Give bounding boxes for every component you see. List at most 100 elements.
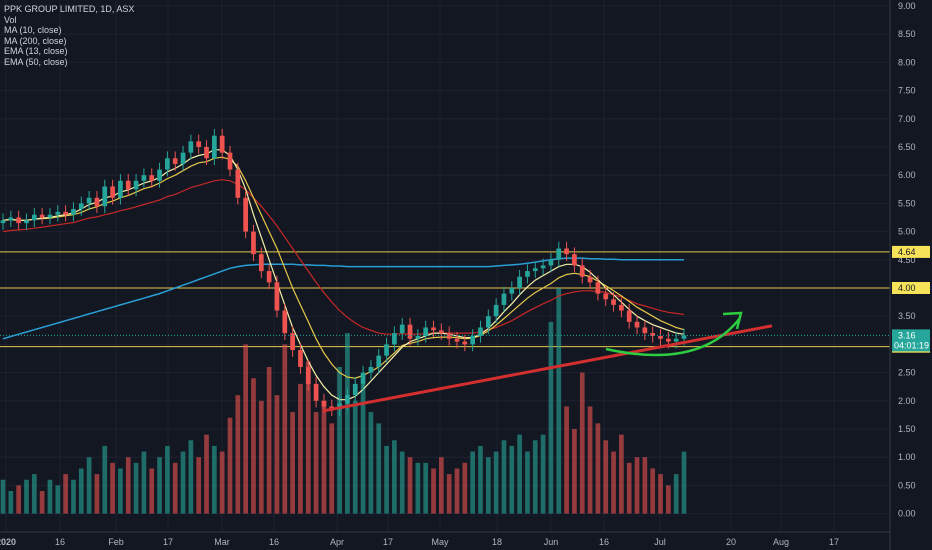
candle-body <box>446 333 452 339</box>
candle-body <box>282 310 288 334</box>
volume-bar <box>149 468 155 514</box>
candle-body <box>321 400 327 407</box>
support-trendline[interactable] <box>322 324 773 413</box>
volume-bar <box>86 457 92 514</box>
volume-bar <box>478 445 483 514</box>
y-tick-label: 4.50 <box>898 255 916 265</box>
horizontal-levels[interactable] <box>0 251 890 348</box>
y-tick-label: 0.50 <box>898 480 916 490</box>
volume-bar <box>0 479 6 514</box>
time-axis[interactable]: 2020 16 Feb 17 Mar 16 Apr 17 May 18 Jun 16 Jul 20 Aug 1… <box>0 537 839 547</box>
candle-body <box>86 197 92 204</box>
volume-bar <box>485 457 491 514</box>
volume-bar <box>509 445 515 514</box>
candle-body <box>572 254 577 266</box>
volume-bar <box>8 491 14 514</box>
volume-bar <box>63 474 68 514</box>
x-tick-label: 16 <box>55 537 65 547</box>
volume-bar <box>650 468 656 514</box>
volume-bar <box>658 474 663 514</box>
candle-body <box>165 158 170 170</box>
candle-body <box>540 265 546 269</box>
candle-body <box>258 254 264 272</box>
candle-body <box>196 141 202 147</box>
arrow-head-icon <box>722 311 743 330</box>
x-tick-label: Aug <box>773 537 789 547</box>
volume-bar <box>47 479 53 514</box>
volume-bar <box>141 451 147 514</box>
x-tick-label: Jun <box>544 537 559 547</box>
price-axis[interactable]: 9.00 8.50 8.00 7.50 7.00 6.50 6.00 5.50 5.00 4.50… <box>898 1 916 519</box>
volume-bar <box>384 445 389 514</box>
candle-body <box>525 271 530 277</box>
candle-body <box>141 175 147 181</box>
candle-body <box>266 271 272 283</box>
candle-body <box>595 282 601 294</box>
volume-bar <box>251 378 256 514</box>
candle-body <box>532 268 538 272</box>
candle-body <box>102 186 108 207</box>
candle-body <box>619 304 624 311</box>
candle-body <box>454 338 460 342</box>
candle-body <box>626 310 632 322</box>
volume-bar <box>438 457 444 514</box>
candle-body <box>47 214 53 218</box>
volume-bar <box>290 412 295 514</box>
candle-body <box>235 169 241 198</box>
candle-body <box>78 203 84 210</box>
volume-bar <box>204 434 209 514</box>
volume-bar <box>431 468 436 514</box>
volume-bar <box>321 400 327 514</box>
candle-body <box>227 152 233 170</box>
volume-bar <box>407 457 413 514</box>
ma200-line <box>2 257 684 340</box>
volume-bar <box>392 440 397 514</box>
y-tick-label: 8.00 <box>898 57 916 67</box>
candle-body <box>94 197 100 207</box>
candle-body <box>0 220 6 224</box>
candle-body <box>31 214 37 221</box>
candle-body <box>431 327 436 331</box>
candle-body <box>423 327 429 336</box>
level-price-tag-text: 4.00 <box>898 283 916 293</box>
candle-body <box>360 372 366 384</box>
x-tick-label: 17 <box>383 537 393 547</box>
volume-bar <box>211 445 217 514</box>
drawings[interactable] <box>322 311 773 413</box>
candle-body <box>180 152 186 164</box>
candle-body <box>345 395 350 404</box>
volume-bar <box>540 434 546 514</box>
ema13-line <box>2 156 685 379</box>
x-tick-label: 2020 <box>0 537 16 547</box>
volume-bar <box>345 333 350 514</box>
candle-body <box>368 366 374 373</box>
candle-body <box>658 335 663 339</box>
y-tick-label: 5.50 <box>898 198 916 208</box>
candle-body <box>188 141 194 153</box>
volume-bar <box>313 412 319 514</box>
volume-bar <box>102 445 108 514</box>
volume-bar <box>243 344 249 514</box>
volume-bar <box>446 474 452 514</box>
candle-body <box>211 135 217 159</box>
candle-body <box>157 169 162 181</box>
candle-body <box>313 383 319 401</box>
y-tick-label: 9.00 <box>898 1 916 11</box>
volume-bar <box>532 440 538 514</box>
candle-body <box>133 180 139 190</box>
volume-bar <box>572 429 577 514</box>
bounce-arc[interactable] <box>605 317 741 357</box>
x-tick-label: Apr <box>330 537 344 547</box>
volume-bar <box>517 434 522 514</box>
volume-bar <box>165 445 170 514</box>
candle-body <box>274 282 280 311</box>
candle-body <box>556 248 562 260</box>
y-tick-label: 6.50 <box>898 142 916 152</box>
candle-body <box>579 265 585 277</box>
candle-body <box>665 338 671 342</box>
candle-body <box>172 158 178 164</box>
volume-bar <box>595 423 601 514</box>
y-tick-label: 2.50 <box>898 368 916 378</box>
